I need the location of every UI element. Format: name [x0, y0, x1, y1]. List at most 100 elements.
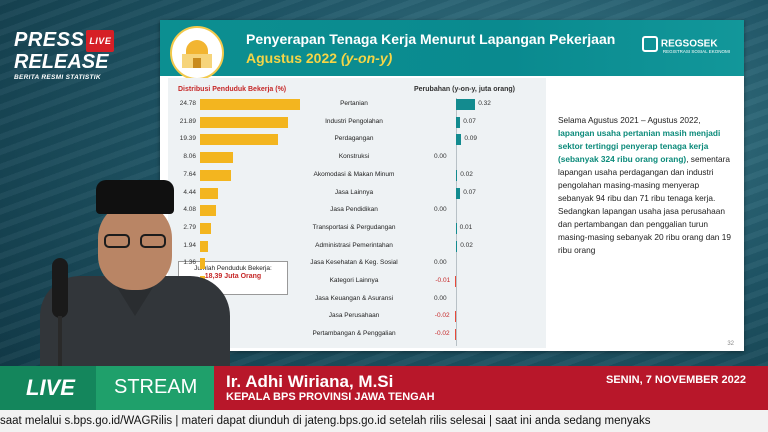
- logo-release: RELEASE: [14, 51, 109, 73]
- category-label: Pertambangan & Penggalian: [312, 330, 396, 338]
- callout-value: 18,39 Juta Orang: [204, 273, 262, 280]
- right-bar: [456, 116, 461, 128]
- left-bar: [200, 258, 206, 270]
- callout-label: Jumlah Penduduk Bekerja:: [194, 265, 272, 272]
- left-value-label: 4.44: [183, 188, 196, 196]
- left-value-label: 4.08: [183, 206, 196, 214]
- category-label: Kategori Lainnya: [329, 277, 379, 284]
- employment-chart: Distribusi Penduduk Bekerja (%) Perubaha…: [168, 78, 546, 348]
- explanation-rest: , sementara lapangan usaha perdagangan d…: [558, 154, 730, 203]
- broadcast-date: SENIN, 7 NOVEMBER 2022: [606, 374, 746, 386]
- right-value-label: 0.02: [460, 241, 473, 249]
- explanation-intro: Selama Agustus 2021 – Agustus 2022,: [558, 115, 701, 125]
- chart-row: 4.44 Jasa Lainnya 0.07: [168, 187, 546, 201]
- left-value-label: 2.79: [183, 223, 196, 231]
- right-value-label: -0.01: [435, 277, 451, 284]
- right-value-label: 0.00: [434, 153, 447, 161]
- left-bar: [200, 169, 231, 181]
- left-value-label: 21.89: [179, 117, 196, 125]
- news-ticker: saat melalui s.bps.go.id/WAGRilis | mate…: [0, 410, 768, 432]
- category-label: Industri Pengolahan: [325, 117, 383, 125]
- chart-row: 4.08 Jasa Pendidikan 0.00: [168, 204, 546, 218]
- logo-press: PRESS: [14, 29, 85, 51]
- left-bar: [200, 222, 212, 234]
- total-employed-callout: Jumlah Penduduk Bekerja: 18,39 Juta Oran…: [178, 261, 288, 295]
- presenter-cap: [96, 180, 174, 214]
- slide-subtitle: Agustus 2022 (y-on-y): [246, 50, 392, 66]
- slide-header: Penyerapan Tenaga Kerja Menurut Lapangan…: [160, 20, 744, 80]
- microphone-icon: [52, 258, 68, 318]
- right-bar: [456, 99, 476, 110]
- presenter-video: [40, 176, 230, 368]
- right-chart-header: Perubahan (y-on-y, juta orang): [414, 86, 515, 93]
- speaker-name: Ir. Adhi Wiriana, M.Si: [226, 372, 394, 391]
- right-value-label: 0.07: [463, 188, 476, 196]
- presenter-glasses: [104, 234, 166, 248]
- regsosek-sub: REGISTRASI SOSIAL EKONOMI: [662, 49, 730, 54]
- regsosek-label: REGSOSEK: [660, 38, 718, 50]
- right-bar: [454, 311, 456, 323]
- category-label: Jasa Kesehatan & Keg. Sosial: [310, 259, 398, 267]
- right-value-label: 0.00: [434, 259, 447, 267]
- right-bar: [455, 276, 456, 287]
- chart-row: 19.39 Perdagangan 0.09: [168, 133, 546, 147]
- right-value-label: 0.32: [478, 100, 491, 107]
- right-value-label: 0.00: [434, 294, 447, 302]
- left-bar: [200, 187, 218, 199]
- left-bar: [200, 99, 300, 110]
- presentation-slide: Penyerapan Tenaga Kerja Menurut Lapangan…: [160, 20, 744, 351]
- right-bar: [456, 240, 458, 252]
- stream-label: STREAM: [96, 366, 214, 410]
- left-value-label: 1.36: [183, 259, 196, 267]
- press-release-logo: PRESS LIVE RELEASE BERITA RESMI STATISTIK: [14, 30, 134, 81]
- logo-tagline: BERITA RESMI STATISTIK: [14, 74, 101, 81]
- slide-title: Penyerapan Tenaga Kerja Menurut Lapangan…: [246, 31, 616, 47]
- category-label: Konstruksi: [338, 153, 370, 161]
- live-label: LIVE: [0, 366, 96, 410]
- left-bar: [200, 240, 208, 252]
- right-value-label: -0.02: [434, 312, 450, 320]
- chart-row: 8.06 Konstruksi 0.00: [168, 151, 546, 165]
- logo-live-badge: LIVE: [86, 30, 115, 52]
- chart-row: 24.78 Pertanian 0.32: [168, 98, 546, 112]
- category-label: Perdagangan: [334, 135, 374, 143]
- zero-axis-line: [456, 98, 457, 346]
- right-value-label: 0.07: [463, 117, 476, 125]
- right-value-label: 0.09: [464, 135, 478, 143]
- category-label: Jasa Pendidikan: [330, 206, 378, 214]
- right-bar: [454, 329, 456, 341]
- explanation-paragraph-2: Sedangkan lapangan usaha jasa perusahaan…: [558, 206, 731, 255]
- left-bar: [200, 152, 233, 164]
- left-value-label: 7.64: [183, 170, 196, 178]
- right-value-label: 0.00: [434, 206, 447, 214]
- left-value-label: 24.78: [179, 100, 196, 107]
- left-bar: [200, 134, 279, 146]
- left-bar: [200, 205, 217, 217]
- left-value-label: 1.94: [183, 241, 196, 249]
- chart-row: 21.89 Industri Pengolahan 0.07: [168, 116, 546, 130]
- right-bar: [456, 134, 462, 146]
- left-bar: [200, 116, 289, 128]
- left-value-label: 19.39: [179, 135, 196, 143]
- right-bar: [456, 169, 458, 181]
- right-bar: [456, 222, 457, 234]
- category-label: Jasa Perusahaan: [328, 312, 380, 320]
- regsosek-logo: REGSOSEK REGISTRASI SOSIAL EKONOMI: [641, 36, 730, 54]
- category-label: Pertanian: [340, 100, 368, 107]
- slide-subtitle-period: Agustus 2022: [246, 50, 338, 66]
- explanation-text: Selama Agustus 2021 – Agustus 2022, lapa…: [558, 114, 734, 257]
- left-chart-header: Distribusi Penduduk Bekerja (%): [178, 86, 287, 93]
- explanation-highlight: lapangan usaha pertanian masih menjadi s…: [558, 128, 721, 164]
- chart-row: 1.94 Administrasi Pemerintahan 0.02: [168, 240, 546, 254]
- chart-row: 2.79 Transportasi & Pergudangan 0.01: [168, 222, 546, 236]
- regsosek-icon: [641, 36, 658, 52]
- category-label: Akomodasi & Makan Minum: [313, 170, 395, 178]
- right-bar: [456, 187, 461, 199]
- category-label: Jasa Lainnya: [334, 188, 374, 196]
- left-value-label: 8.06: [183, 153, 196, 161]
- right-value-label: 0.01: [459, 223, 473, 231]
- right-value-label: -0.02: [434, 330, 450, 338]
- category-label: Transportasi & Pergudangan: [312, 223, 396, 231]
- chart-row: 7.64 Akomodasi & Makan Minum 0.02: [168, 169, 546, 183]
- slide-subtitle-yoy: (y-on-y): [340, 50, 393, 66]
